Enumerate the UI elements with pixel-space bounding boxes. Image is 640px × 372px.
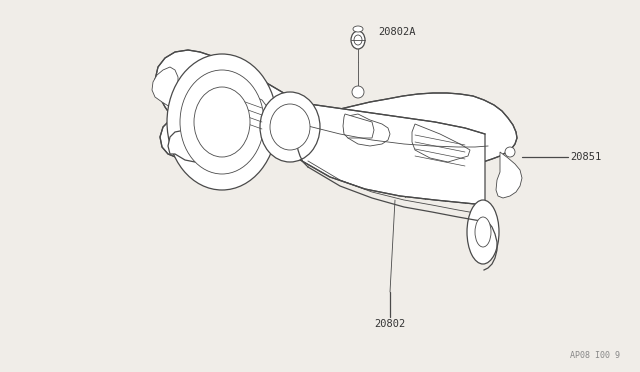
Ellipse shape bbox=[354, 35, 362, 45]
Polygon shape bbox=[496, 152, 522, 198]
Polygon shape bbox=[343, 114, 374, 138]
Text: 20802A: 20802A bbox=[378, 27, 415, 37]
Polygon shape bbox=[412, 124, 470, 162]
Ellipse shape bbox=[467, 200, 499, 264]
Text: 20802: 20802 bbox=[374, 319, 406, 329]
Polygon shape bbox=[295, 102, 485, 205]
Polygon shape bbox=[265, 99, 312, 160]
Ellipse shape bbox=[351, 31, 365, 49]
Polygon shape bbox=[168, 130, 200, 162]
Ellipse shape bbox=[475, 217, 491, 247]
Polygon shape bbox=[215, 84, 268, 120]
Ellipse shape bbox=[180, 70, 264, 174]
Ellipse shape bbox=[194, 87, 250, 157]
Text: AP08 I00 9: AP08 I00 9 bbox=[570, 351, 620, 360]
Ellipse shape bbox=[270, 104, 310, 150]
Ellipse shape bbox=[260, 92, 320, 162]
Ellipse shape bbox=[352, 86, 364, 98]
Ellipse shape bbox=[353, 26, 363, 32]
Ellipse shape bbox=[505, 147, 515, 157]
Polygon shape bbox=[344, 114, 390, 146]
Polygon shape bbox=[155, 50, 517, 170]
Polygon shape bbox=[152, 67, 178, 107]
Text: 20851: 20851 bbox=[570, 152, 601, 162]
Ellipse shape bbox=[167, 54, 277, 190]
